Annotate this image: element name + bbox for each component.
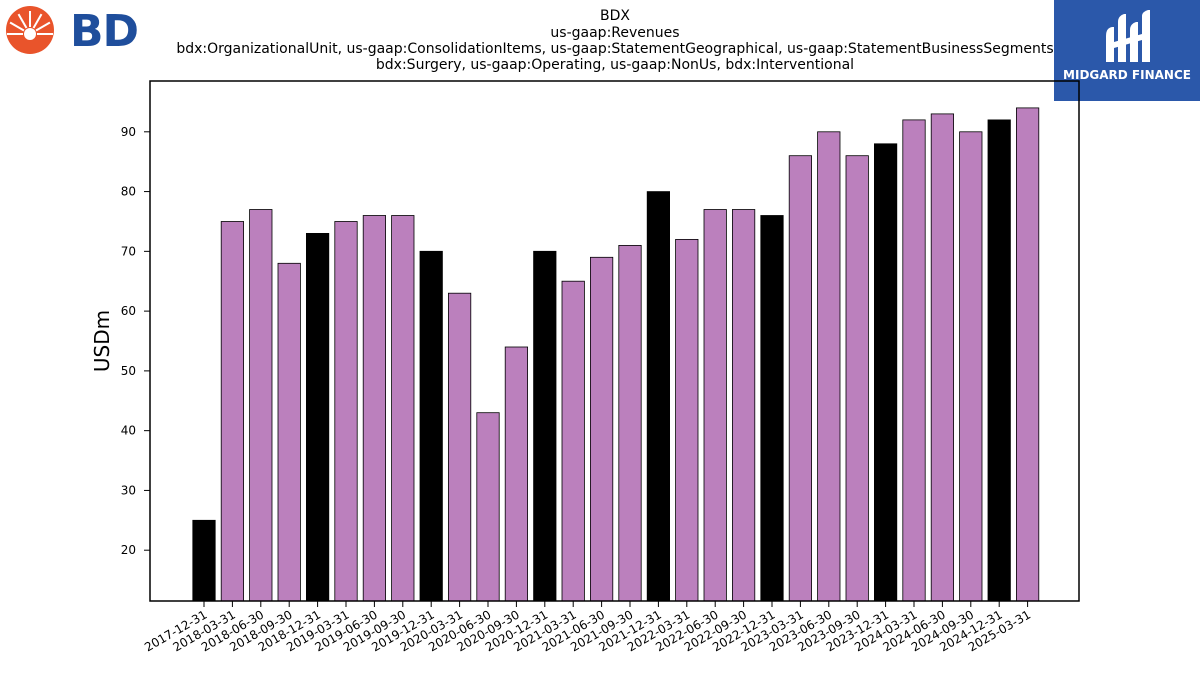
y-tick-label-40: 40 [121, 424, 136, 438]
bd-starburst-icon [6, 6, 54, 54]
bar-2019-12-31 [419, 250, 443, 602]
y-axis-label: USDm [90, 310, 114, 372]
bar-2018-12-31 [305, 232, 330, 602]
bar-2018-09-30 [277, 262, 301, 602]
bar-2022-03-31 [675, 238, 699, 602]
bar-2021-03-31 [561, 280, 585, 602]
bar-2020-06-30 [476, 412, 500, 602]
bar-2020-12-31 [533, 250, 557, 602]
y-axis: 20 30 40 50 60 70 80 90 [121, 125, 150, 557]
bars [192, 107, 1040, 602]
bar-2022-06-30 [703, 209, 727, 602]
y-tick-label-60: 60 [121, 304, 136, 318]
midgard-emblem-icon [1106, 10, 1150, 62]
bar-2024-09-30 [959, 131, 983, 602]
bar-2022-09-30 [732, 209, 756, 602]
midgard-finance-name: MIDGARD FINANCE [1063, 68, 1191, 82]
y-tick-label-50: 50 [121, 364, 136, 378]
bar-2023-09-30 [845, 155, 869, 602]
chart-title-line-2: us-gaap:Revenues [550, 25, 679, 41]
bar-2021-06-30 [590, 256, 614, 602]
chart-title-line-4: bdx:Surgery, us-gaap:Operating, us-gaap:… [376, 57, 854, 73]
bar-2024-06-30 [930, 113, 955, 602]
y-tick-label-80: 80 [121, 185, 136, 199]
bar-2021-09-30 [618, 244, 642, 602]
bar-2024-03-31 [902, 119, 926, 602]
chart-title: BDX us-gaap:Revenues bdx:OrganizationalU… [176, 8, 1053, 73]
y-tick-label-20: 20 [121, 543, 136, 557]
bar-2020-09-30 [504, 346, 529, 602]
bd-logo-text: BD [70, 6, 139, 57]
bar-2019-09-30 [391, 215, 415, 602]
y-tick-label-90: 90 [121, 125, 136, 139]
bar-2019-03-31 [334, 221, 358, 602]
bar-2018-06-30 [249, 209, 273, 602]
bar-2022-12-31 [760, 215, 784, 602]
y-tick-label-70: 70 [121, 244, 136, 258]
bar-2020-03-31 [447, 292, 472, 602]
chart-title-line-1: BDX [600, 8, 630, 24]
chart-title-line-3: bdx:OrganizationalUnit, us-gaap:Consolid… [176, 41, 1053, 57]
bar-2025-03-31 [1016, 107, 1040, 602]
bd-logo: BD [4, 4, 140, 57]
bar-2021-12-31 [646, 191, 671, 602]
bar-2017-12-31 [192, 519, 216, 602]
bar-2019-06-30 [362, 215, 387, 602]
bar-2023-03-31 [788, 155, 813, 602]
bar-2018-03-31 [220, 221, 244, 602]
bar-2023-12-31 [874, 143, 898, 602]
bar-2024-12-31 [987, 119, 1011, 602]
x-axis: 2017-12-312018-03-312018-06-302018-09-30… [142, 601, 1033, 654]
y-tick-label-30: 30 [121, 483, 136, 497]
plot-frame [149, 80, 1080, 602]
bar-2023-06-30 [817, 131, 841, 602]
